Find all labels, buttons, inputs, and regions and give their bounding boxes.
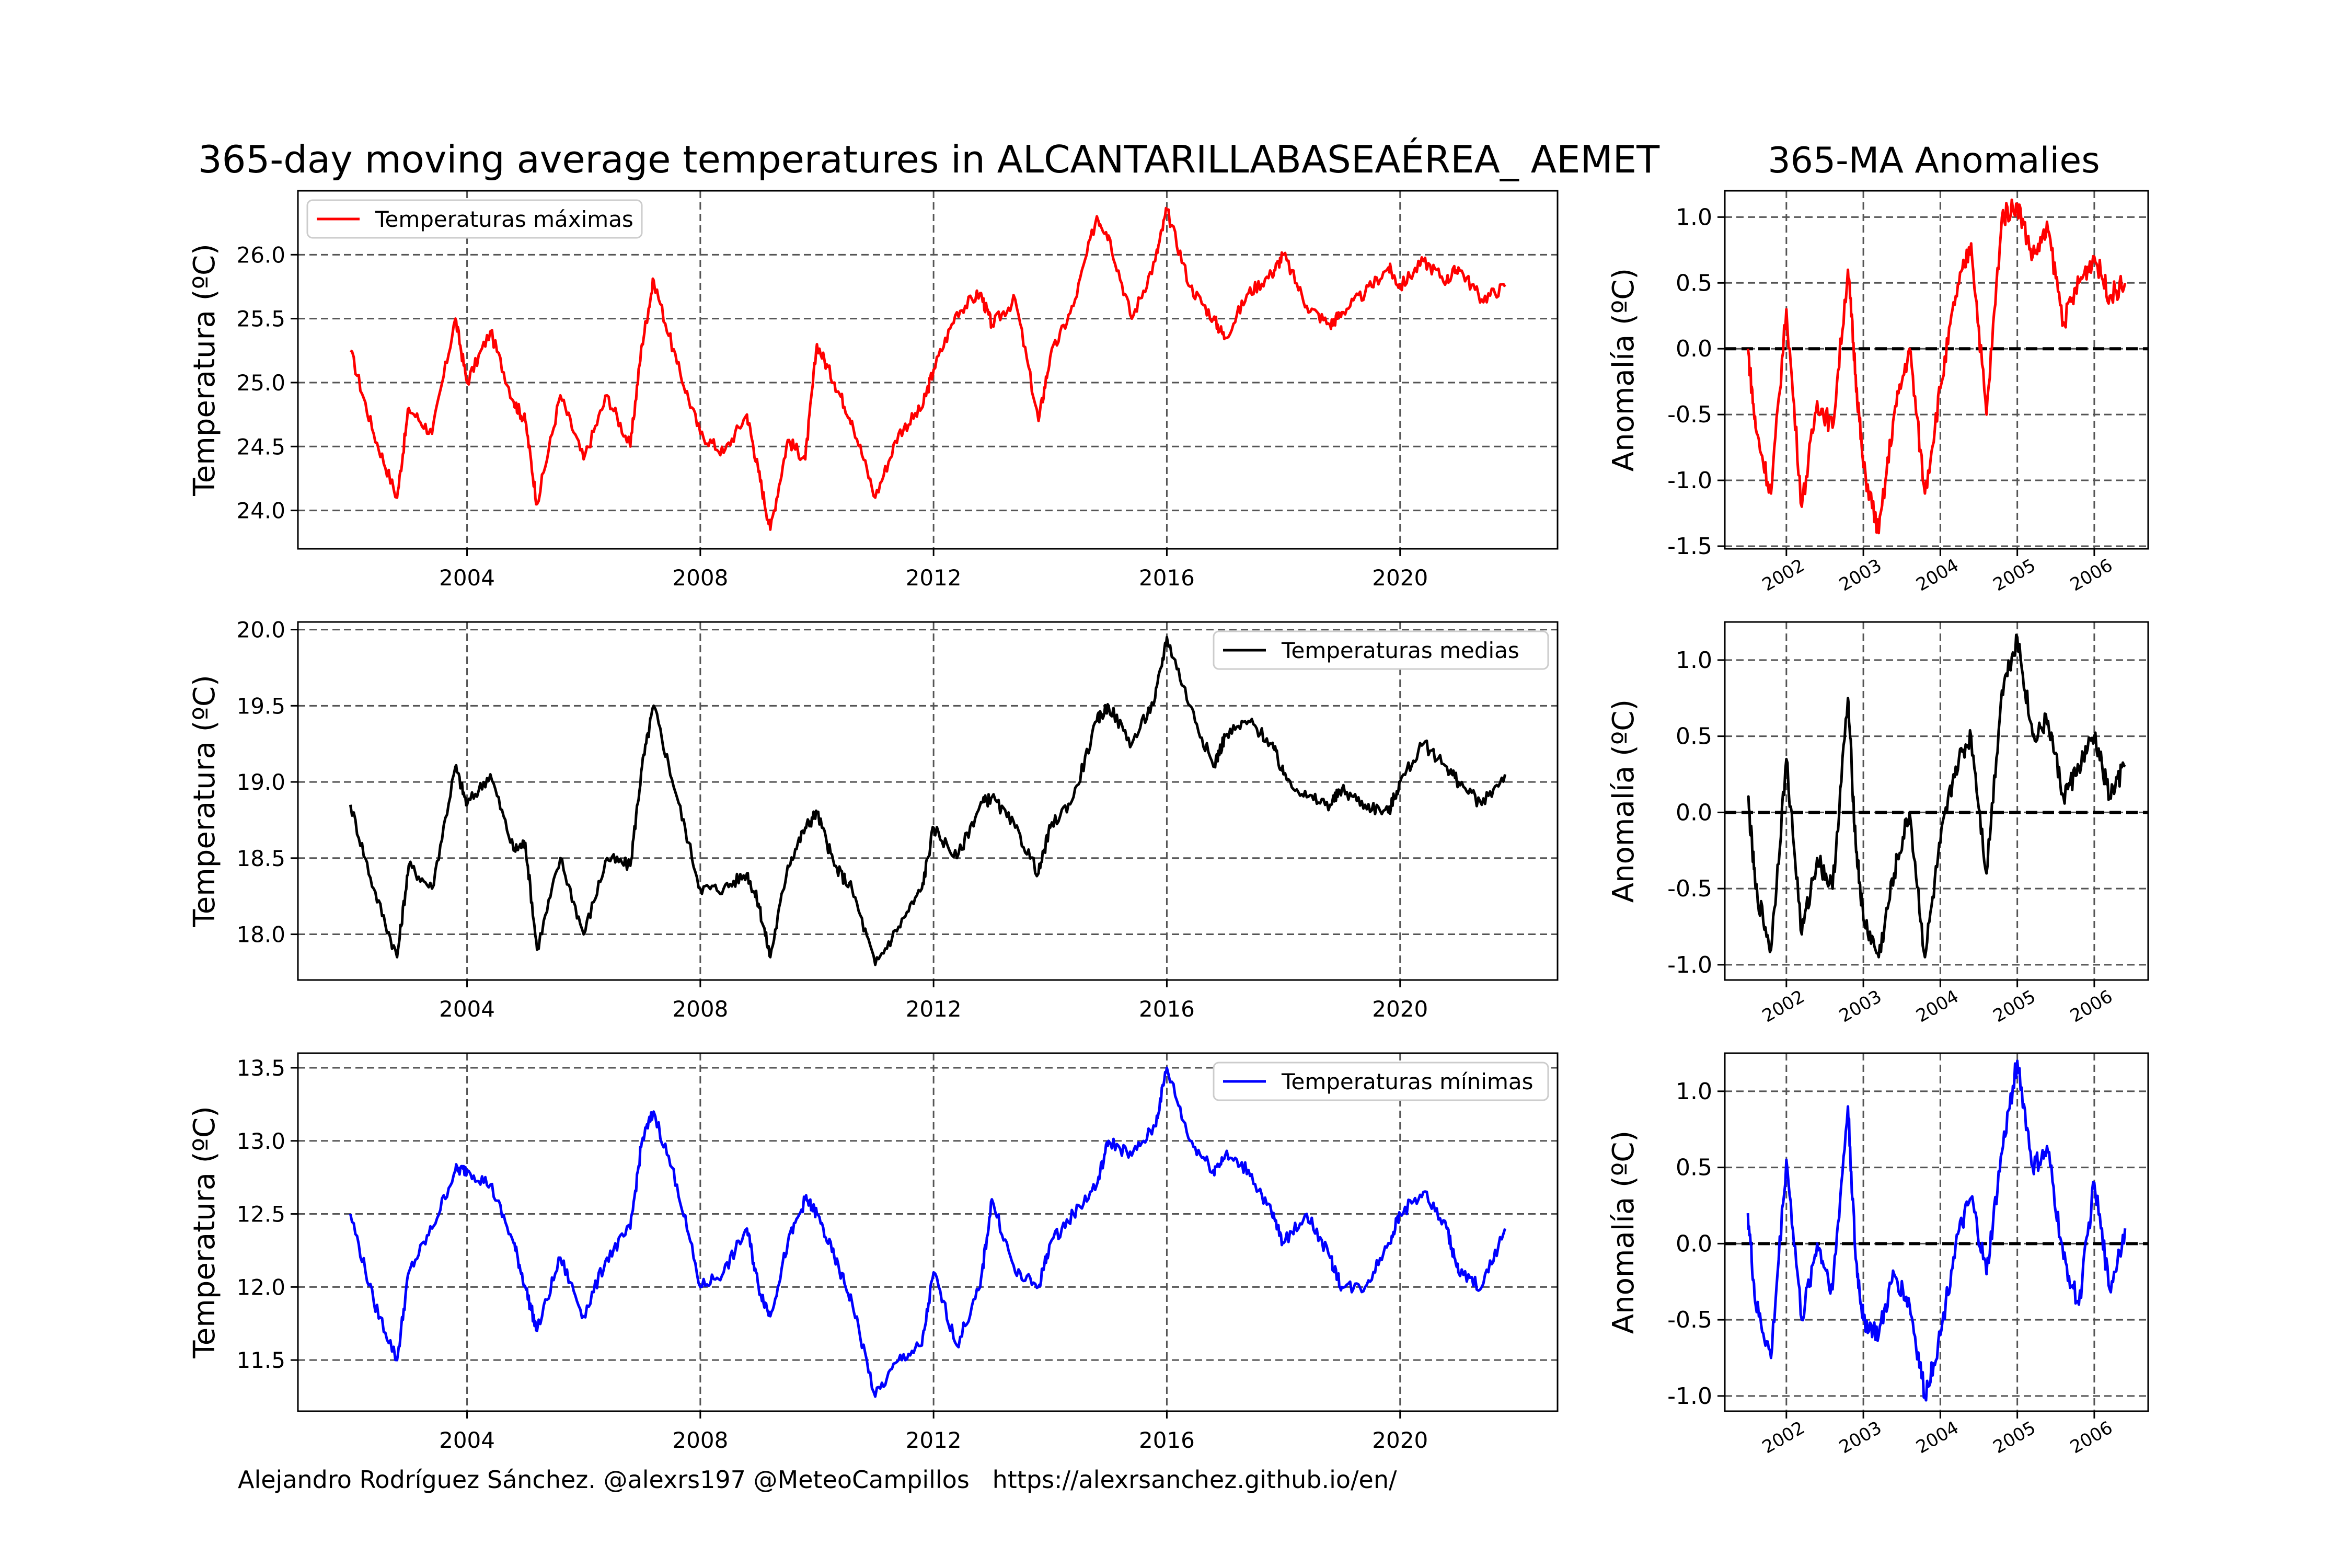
y-tick-label: 1.0 (1676, 647, 1712, 674)
y-axis-label: Anomalía (ºC) (1607, 1131, 1641, 1334)
y-tick-label: 25.0 (236, 370, 285, 396)
y-tick-label: 12.5 (236, 1202, 285, 1227)
y-tick-label: -0.5 (1667, 875, 1712, 902)
x-tick-label: 2004 (439, 1427, 495, 1453)
x-tick-label: 2020 (1372, 1427, 1428, 1453)
x-tick-label: 2012 (906, 565, 962, 591)
y-tick-label: 25.5 (236, 306, 285, 332)
x-tick-label: 2008 (672, 565, 728, 591)
y-tick-label: 0.0 (1676, 1230, 1712, 1257)
y-tick-label: 18.5 (236, 846, 285, 871)
x-tick-label: 2008 (672, 996, 728, 1022)
y-tick-label: 0.5 (1676, 1155, 1712, 1181)
legend-box (306, 199, 643, 239)
y-axis-label: Temperatura (ºC) (188, 675, 222, 928)
plot-frame (1724, 1052, 2149, 1412)
series-line (1746, 1059, 2127, 1402)
legend-label: Temperaturas mínimas (1281, 1069, 1534, 1094)
y-tick-label: 0.5 (1676, 723, 1712, 750)
legend-box (1213, 630, 1549, 670)
y-tick-label: 24.5 (236, 434, 285, 459)
y-tick-label: 13.0 (236, 1128, 285, 1154)
y-tick-label: 19.5 (236, 693, 285, 719)
y-tick-label: -0.5 (1667, 1307, 1712, 1333)
y-tick-label: 11.5 (236, 1347, 285, 1373)
y-axis-label: Temperatura (ºC) (188, 244, 222, 497)
x-tick-label: 2020 (1372, 996, 1428, 1022)
y-tick-label: 19.0 (236, 769, 285, 795)
plot-frame (297, 621, 1559, 981)
series-line (1747, 633, 2126, 959)
series-line (350, 206, 1506, 531)
plot-frame (1724, 621, 2149, 981)
anomalies-title: 365-MA Anomalies (1768, 140, 2100, 181)
legend-label: Temperaturas medias (1281, 638, 1519, 663)
y-tick-label: 1.0 (1676, 204, 1712, 230)
y-tick-label: -1.0 (1667, 1383, 1712, 1410)
y-tick-label: -1.0 (1667, 952, 1712, 978)
x-tick-label: 2004 (439, 565, 495, 591)
y-tick-label: 0.0 (1676, 799, 1712, 826)
y-axis-label: Anomalía (ºC) (1607, 699, 1641, 903)
y-tick-label: 0.0 (1676, 336, 1712, 362)
chart-main-max: 24.0 24.5 25.0 25.5 26.0 2004 2008 2012 2016 2020… (188, 190, 1559, 591)
x-tick-label: 2020 (1372, 565, 1428, 591)
y-tick-label: 12.0 (236, 1274, 285, 1300)
y-tick-label: 20.0 (236, 617, 285, 643)
y-tick-label: 1.0 (1676, 1078, 1712, 1105)
x-tick-label: 2012 (906, 1427, 962, 1453)
y-tick-label: 26.0 (236, 242, 285, 268)
y-tick-label: 18.0 (236, 922, 285, 948)
figure-title: 365-day moving average temperatures in A… (198, 137, 1660, 181)
y-tick-label: 13.5 (236, 1055, 285, 1081)
series-line (349, 1066, 1506, 1398)
plot-frame (297, 190, 1559, 550)
x-tick-label: 2012 (906, 996, 962, 1022)
y-tick-label: 24.0 (236, 498, 285, 524)
y-tick-label: -0.5 (1667, 401, 1712, 428)
y-tick-label: -1.0 (1667, 467, 1712, 494)
x-tick-label: 2008 (672, 1427, 728, 1453)
chart-main-min: 11.5 12.0 12.5 13.0 13.5 2004 2008 2012 2016 2020… (188, 1052, 1559, 1453)
chart-main-mean: 18.0 18.5 19.0 19.5 20.0 2004 2008 2012 2016 2020… (188, 617, 1559, 1022)
legend-label: Temperaturas máximas (375, 206, 633, 232)
y-tick-label: 0.5 (1676, 270, 1712, 296)
series-line (1746, 198, 2127, 535)
series-line (349, 636, 1507, 966)
plot-frame (297, 1052, 1559, 1412)
y-axis-label: Temperatura (ºC) (188, 1106, 222, 1359)
plot-frame (1724, 190, 2149, 550)
x-tick-label: 2004 (439, 996, 495, 1022)
x-tick-label: 2016 (1139, 1427, 1195, 1453)
x-tick-label: 2016 (1139, 565, 1195, 591)
y-tick-label: -1.5 (1667, 533, 1712, 560)
x-tick-label: 2016 (1139, 996, 1195, 1022)
y-axis-label: Anomalía (ºC) (1607, 268, 1641, 471)
legend-box (1213, 1062, 1549, 1101)
credit-footer: Alejandro Rodríguez Sánchez. @alexrs197 … (238, 1466, 1397, 1494)
